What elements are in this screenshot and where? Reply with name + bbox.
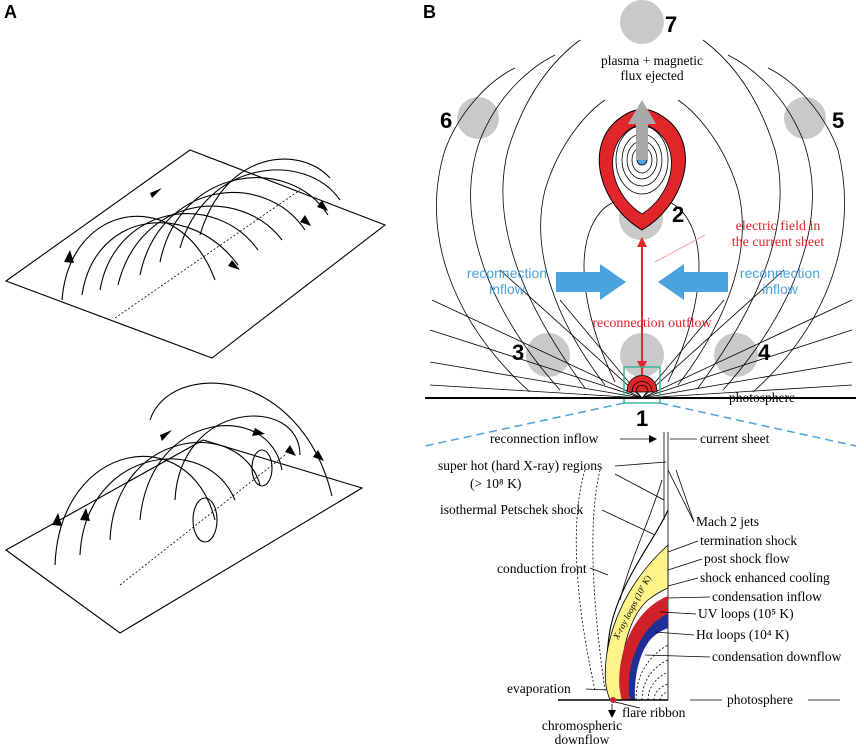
region-label-1: 1 [636, 406, 648, 431]
field-loops-bottom [54, 382, 333, 566]
panel-label-b: B [423, 2, 436, 22]
polarity-inversion-line-top [114, 189, 301, 319]
label-reconnection-outflow: reconnection outflow [592, 316, 712, 331]
field-lines-outer [436, 39, 845, 393]
label-post-shock-flow: post shock flow [704, 551, 790, 566]
plasmoid [598, 108, 686, 231]
label-current-sheet: current sheet [700, 431, 770, 446]
flare-ribbon-dot [610, 697, 616, 703]
label-evaporation: evaporation [507, 681, 571, 696]
region-5 [784, 97, 826, 139]
label-photosphere-bottom: photosphere [727, 692, 793, 707]
label-plasma-ejected-line1: plasma + magnetic [601, 53, 703, 68]
label-inflow-right-line1: reconnection [740, 265, 820, 281]
label-shock-enhanced-cooling: shock enhanced cooling [700, 570, 830, 585]
region-label-2: 2 [672, 202, 684, 227]
region-3 [526, 333, 570, 377]
label-chromospheric-line1: chromospheric [542, 718, 622, 733]
label-condensation-downflow: condensation downflow [712, 649, 842, 664]
region-label-4: 4 [758, 340, 771, 365]
region-4 [714, 333, 758, 377]
label-condensation-inflow: condensation inflow [712, 589, 822, 604]
ha-loops-region [628, 614, 668, 700]
label-flare-ribbon: flare ribbon [622, 705, 686, 720]
label-mach-jets: Mach 2 jets [696, 514, 759, 529]
polarity-inversion-line-bottom [119, 454, 286, 586]
label-reconnection-inflow: reconnection inflow [490, 431, 599, 446]
label-inflow-left-line2: inflow [489, 281, 526, 297]
panel-a-top-plane [4, 149, 387, 359]
label-uv-loops: UV loops (10⁵ K) [698, 606, 794, 621]
plane-top [4, 149, 387, 359]
region-6 [457, 97, 499, 139]
zoom-box [623, 366, 661, 404]
label-photosphere-top: photosphere [729, 390, 795, 405]
label-inflow-left-line1: reconnection [467, 265, 547, 281]
ejection-arrow [628, 100, 656, 160]
label-conduction-front: conduction front [497, 561, 587, 576]
label-super-hot-line1: super hot (hard X-ray) regions [438, 458, 602, 473]
label-chromospheric-line2: downflow [555, 732, 610, 746]
label-super-hot-line2: (> 10⁸ K) [470, 476, 521, 491]
zoom-line-right [659, 402, 857, 447]
label-ha-loops: Hα loops (10⁴ K) [696, 627, 789, 642]
label-electric-field-line2: the current sheet [732, 235, 825, 250]
region-label-6: 6 [440, 108, 452, 133]
label-electric-field-line1: electric field in [736, 219, 821, 234]
field-lines-radial [429, 269, 853, 399]
label-inflow-right-line2: inflow [762, 281, 799, 297]
inflow-arrows [556, 264, 728, 300]
region-label-3: 3 [512, 340, 524, 365]
current-sheet-electric-arrow [637, 234, 706, 375]
field-arrows-bottom [52, 428, 324, 526]
zoom-line-left [424, 402, 625, 447]
label-plasma-ejected-line2: flux ejected [620, 68, 684, 83]
field-loops-top [61, 158, 341, 301]
region-7 [620, 0, 664, 44]
field-arrows-top [64, 188, 328, 270]
region-label-7: 7 [665, 12, 677, 37]
plane-bottom [4, 439, 364, 634]
panel-a-bottom-plane [4, 382, 364, 634]
zoom-labels: reconnection inflow current sheet super … [438, 431, 842, 746]
region-label-5: 5 [832, 108, 844, 133]
label-petschek-shock: isothermal Petschek shock [440, 502, 583, 517]
flare-loop-source [623, 366, 661, 404]
panel-label-a: A [4, 2, 17, 22]
label-termination-shock: termination shock [700, 533, 797, 548]
